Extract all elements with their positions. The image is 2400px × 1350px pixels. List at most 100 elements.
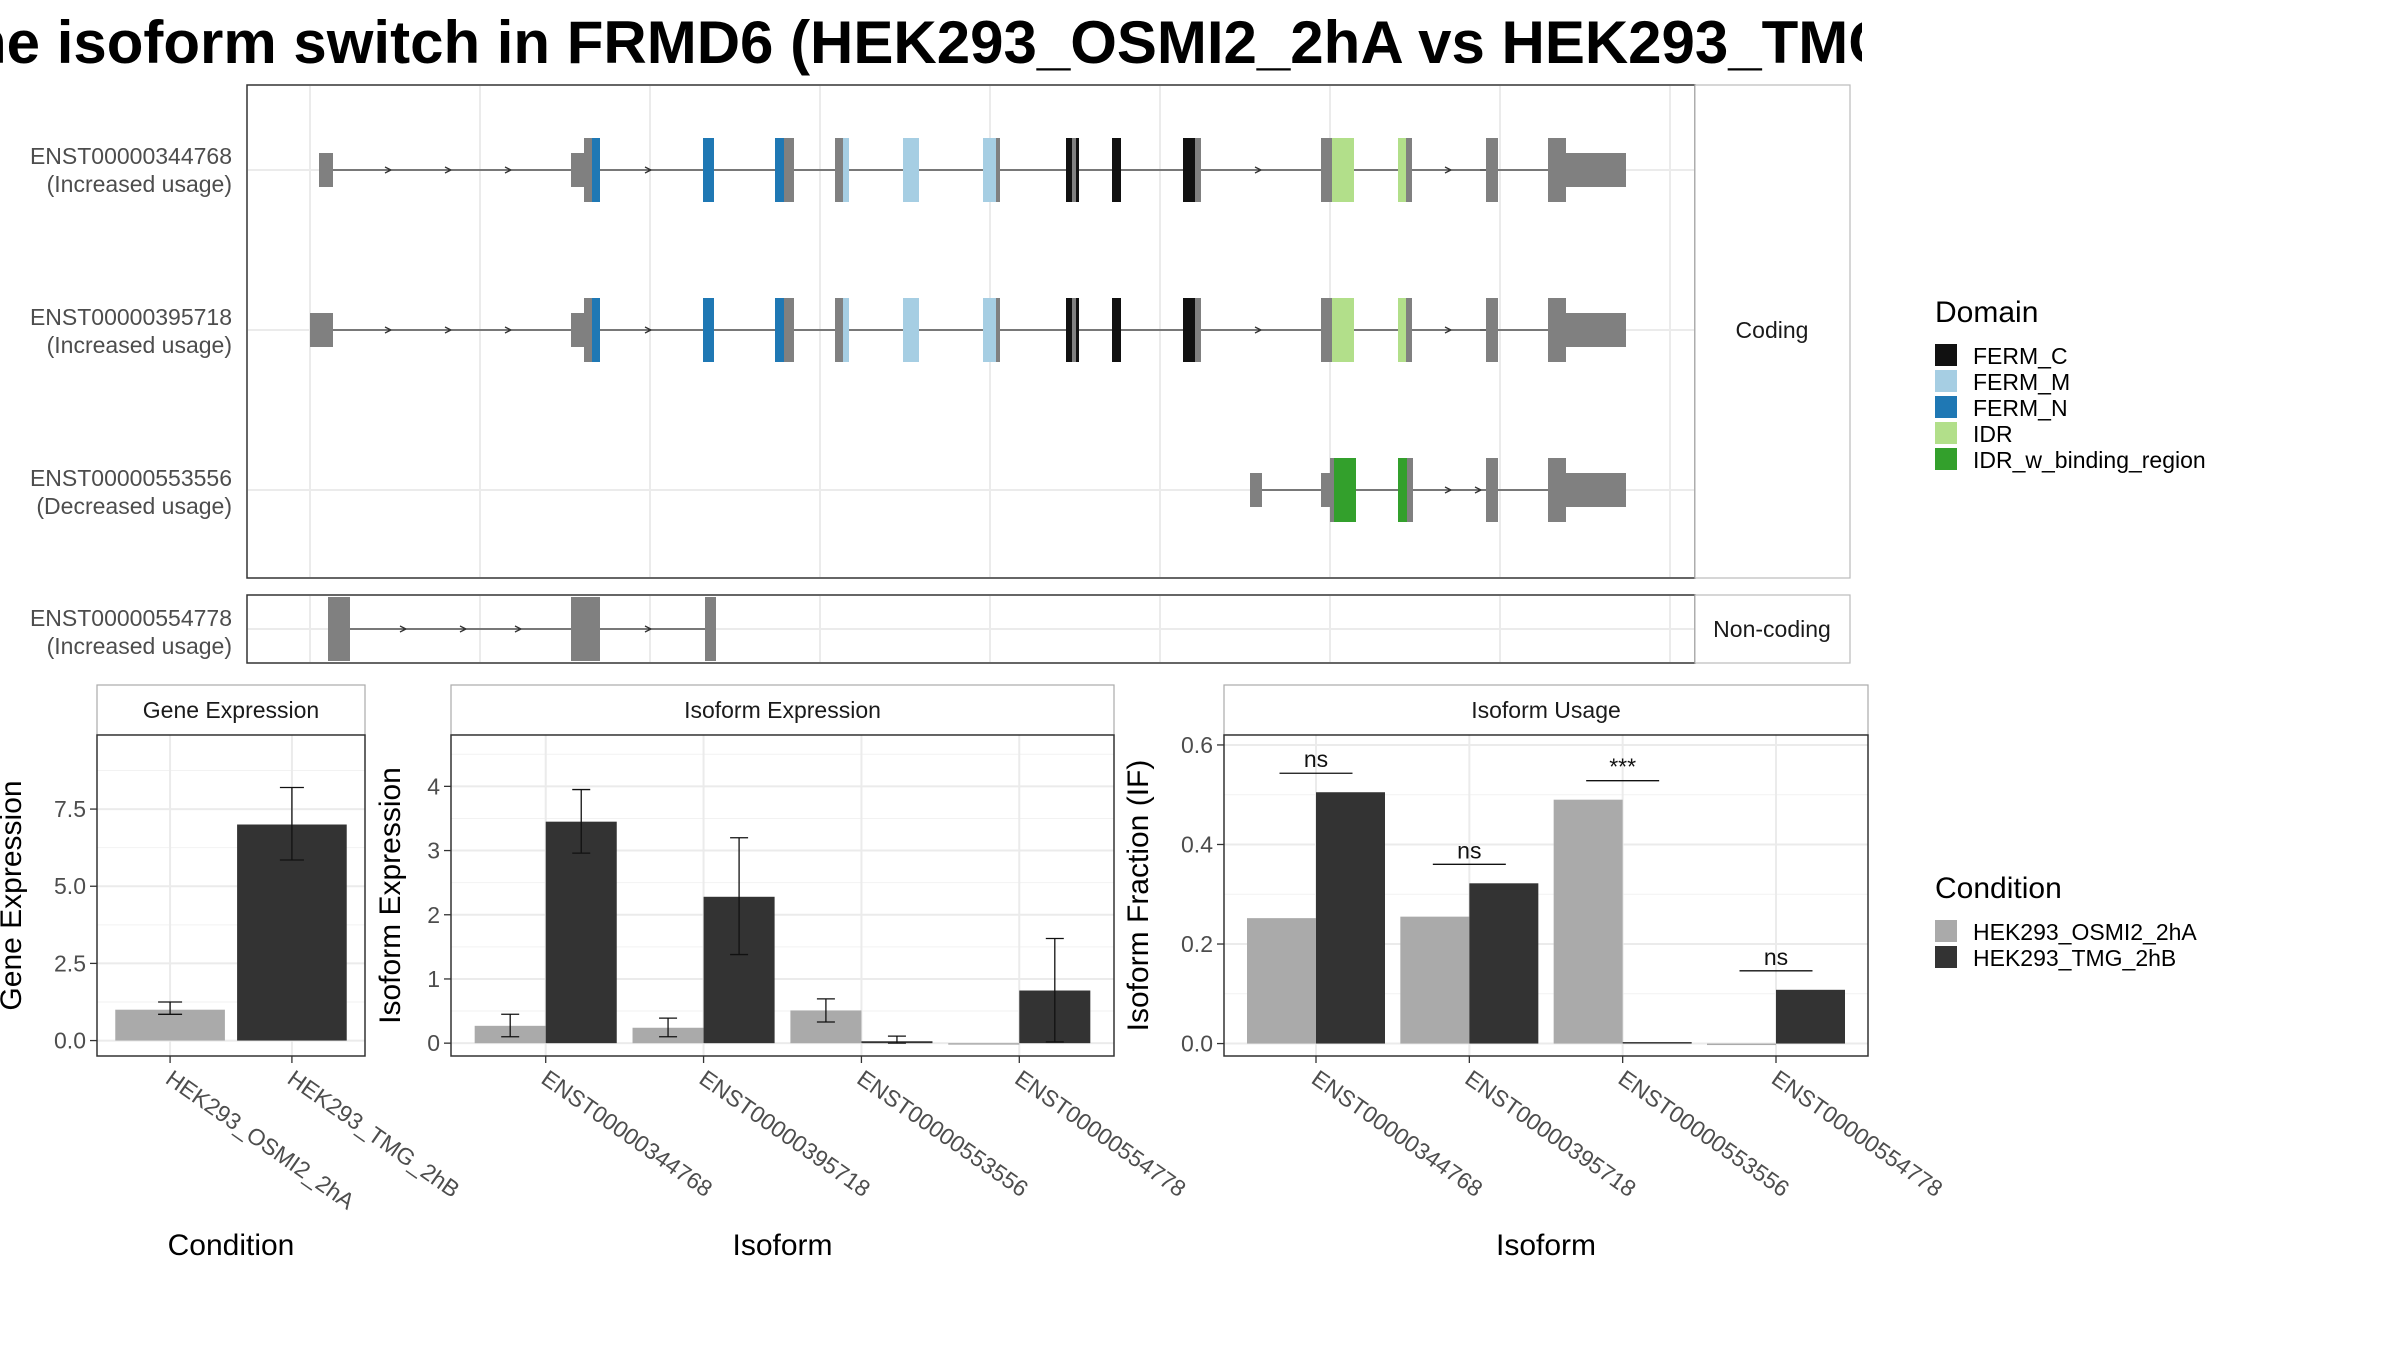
domain-ferm-c — [1183, 298, 1195, 362]
legend-swatch-ferm-c — [1935, 344, 1957, 366]
bar — [545, 821, 617, 1044]
exon — [835, 138, 843, 202]
exon — [1486, 458, 1498, 522]
domain-ferm-n — [775, 138, 784, 202]
domain-idr — [1332, 298, 1354, 362]
exon — [1195, 298, 1201, 362]
y-tick-label: 2.5 — [54, 950, 86, 976]
domain-ferm-c — [1066, 298, 1072, 362]
domain-idr-w-binding-region — [1334, 458, 1356, 522]
utr-exon — [310, 313, 333, 347]
exon — [1406, 298, 1412, 362]
domain-ferm-n — [703, 138, 714, 202]
condition-legend: Condition HEK293_OSMI2_2hA HEK293_TMG_2h… — [1935, 872, 2197, 971]
utr-exon — [571, 153, 584, 187]
bar — [948, 1043, 1020, 1045]
x-tick-label: ENST00000395718 — [695, 1065, 875, 1202]
domain-ferm-n — [592, 298, 600, 362]
panel-strip — [1223, 684, 1869, 736]
strand-arrow — [1254, 326, 1263, 334]
significance-label: ns — [1764, 944, 1788, 970]
transcript-rows — [310, 138, 1626, 661]
domain-ferm-n — [703, 298, 714, 362]
panel-strip — [450, 684, 1115, 736]
legend-label: IDR — [1973, 421, 2013, 447]
strand-arrow — [444, 326, 453, 334]
transcript-usage-note: (Increased usage) — [47, 633, 232, 659]
domain-ferm-m — [983, 298, 996, 362]
legend-swatch-ferm-n — [1935, 396, 1957, 418]
exon — [1548, 138, 1566, 202]
strand-arrow — [1254, 166, 1263, 174]
bar — [1707, 1043, 1776, 1046]
strand-arrow — [1444, 486, 1453, 494]
exon — [784, 138, 794, 202]
significance-label: ns — [1304, 746, 1328, 772]
domain-ferm-m — [903, 138, 919, 202]
exon — [1321, 298, 1332, 362]
plot-border — [1223, 734, 1869, 1057]
domain-idr — [1332, 138, 1354, 202]
strand-arrow — [504, 166, 513, 174]
y-axis-title: Isoform Fraction (IF) — [1122, 760, 1155, 1032]
x-tick-label: ENST00000553556 — [853, 1065, 1033, 1202]
exon — [1548, 298, 1566, 362]
bar — [1247, 918, 1316, 1044]
bar — [1553, 799, 1623, 1044]
domain-ferm-m — [983, 138, 996, 202]
noncoding-strip — [1694, 594, 1851, 664]
bar — [1316, 792, 1385, 1044]
legend-swatch-condition-a — [1935, 920, 1957, 942]
strand-arrow — [384, 166, 393, 174]
legend-label: FERM_M — [1973, 369, 2070, 395]
transcript-usage-note: (Decreased usage) — [36, 493, 232, 519]
strand-arrow — [384, 326, 393, 334]
y-tick-label: 0.0 — [1181, 1031, 1213, 1057]
y-axis-title: Isoform Expression — [374, 767, 407, 1024]
transcript-id: ENST00000344768 — [30, 143, 232, 169]
panel-title: Isoform Usage — [1471, 697, 1621, 723]
strand-arrow — [399, 625, 408, 633]
strand-arrow — [459, 625, 468, 633]
y-tick-label: 0.4 — [1181, 831, 1213, 857]
coding-panel-frame — [246, 84, 1696, 579]
legend-label: IDR_w_binding_region — [1973, 447, 2206, 473]
y-tick-label: 7.5 — [54, 796, 86, 822]
y-tick-label: 3 — [427, 838, 440, 864]
x-axis-title: Isoform — [1496, 1229, 1596, 1262]
exon — [1321, 138, 1332, 202]
exon — [328, 597, 350, 661]
panel-strip — [96, 684, 366, 736]
legend-label: HEK293_TMG_2hB — [1973, 945, 2176, 971]
exon — [1195, 138, 1201, 202]
domain-ferm-n — [592, 138, 600, 202]
condition-legend-title: Condition — [1935, 872, 2062, 905]
transcript-id: ENST00000553556 — [30, 465, 232, 491]
exon — [1406, 138, 1412, 202]
exon — [1072, 138, 1076, 202]
utr-exon — [1321, 473, 1330, 507]
exon — [835, 298, 843, 362]
strand-arrow — [504, 326, 513, 334]
page-title: he isoform switch in FRMD6 (HEK293_OSMI2… — [0, 9, 1862, 76]
legend-label: HEK293_OSMI2_2hA — [1973, 919, 2197, 945]
utr-exon — [1250, 473, 1262, 507]
domain-ferm-c — [1112, 138, 1121, 202]
domain-ferm-m — [903, 298, 919, 362]
exon — [784, 298, 794, 362]
plot-border — [450, 734, 1115, 1057]
transcript-panel: Coding Non-coding ENST00000344768 (Incre… — [30, 84, 1851, 664]
transcript-id: ENST00000554778 — [30, 605, 232, 631]
significance-label: ns — [1457, 837, 1481, 863]
utr-exon — [1566, 473, 1626, 507]
domain-idr — [1398, 138, 1406, 202]
domain-ferm-m — [843, 298, 849, 362]
x-tick-label: ENST00000344768 — [537, 1065, 717, 1202]
legend-swatch-idr-w-binding-region — [1935, 448, 1957, 470]
domain-legend: Domain FERM_C FERM_M FERM_N IDR IDR_w_bi… — [1935, 296, 2206, 473]
y-tick-label: 0.6 — [1181, 732, 1213, 758]
y-axis-title: Gene Expression — [0, 780, 28, 1010]
strand-arrow — [444, 166, 453, 174]
utr-exon — [1566, 153, 1626, 187]
exon — [584, 298, 592, 362]
